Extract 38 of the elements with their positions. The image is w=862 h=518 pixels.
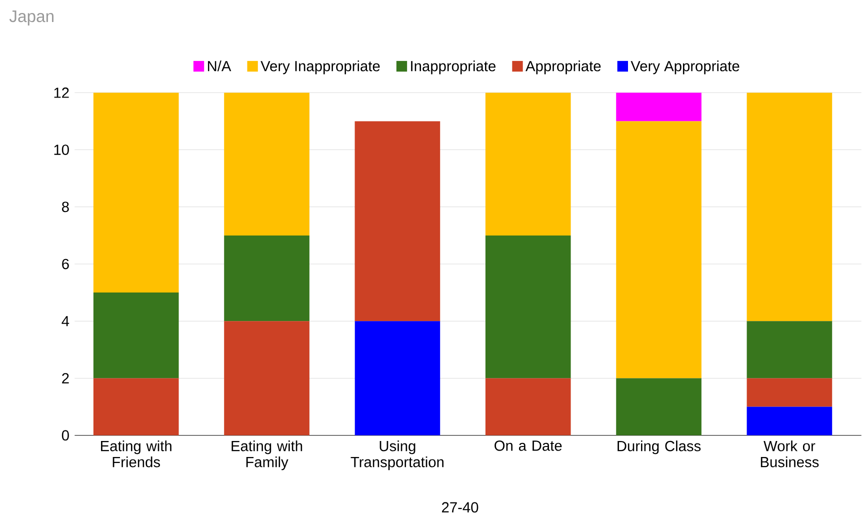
bar: [93, 292, 179, 378]
legend-label: Very Inappropriate: [260, 60, 380, 74]
bar: [746, 321, 832, 378]
legend-label: Appropriate: [526, 60, 601, 74]
y-tick-label: 10: [54, 144, 69, 155]
y-tick-label: 0: [62, 430, 69, 441]
bar: [93, 378, 179, 436]
x-tick-label: Eating with Friends: [101, 440, 172, 468]
bar: [485, 92, 571, 236]
y-tick-label: 4: [62, 316, 70, 326]
legend-label: Very Appropriate: [630, 60, 740, 74]
bar: [746, 378, 832, 407]
x-axis-title: 27-40: [442, 502, 478, 513]
bar: [224, 235, 310, 322]
bar: [616, 92, 702, 122]
x-tick-label: Work or Business: [760, 440, 819, 468]
bar: [616, 121, 702, 378]
chart-title: Japan: [9, 10, 54, 26]
y-tick-label: 12: [54, 88, 69, 98]
bar: [224, 92, 310, 236]
bar: [224, 321, 310, 436]
y-tick-label: 2: [62, 373, 69, 384]
y-tick-label: 8: [62, 202, 69, 212]
legend-label: Inappropriate: [411, 60, 496, 74]
legend-label: N/A: [208, 60, 232, 72]
x-tick-label: During Class: [618, 440, 701, 454]
x-tick-label: On a Date: [494, 440, 562, 451]
bar: [746, 406, 832, 436]
x-tick-label: Using Transportation: [350, 440, 444, 470]
x-tick-label: Eating with Family: [232, 440, 302, 470]
bar: [354, 321, 440, 436]
bar: [616, 378, 702, 436]
bar: [354, 121, 440, 322]
bar: [485, 378, 571, 436]
y-tick-label: 6: [62, 258, 69, 270]
bar: [485, 235, 571, 378]
bar: [93, 92, 179, 293]
bar: [746, 92, 832, 322]
